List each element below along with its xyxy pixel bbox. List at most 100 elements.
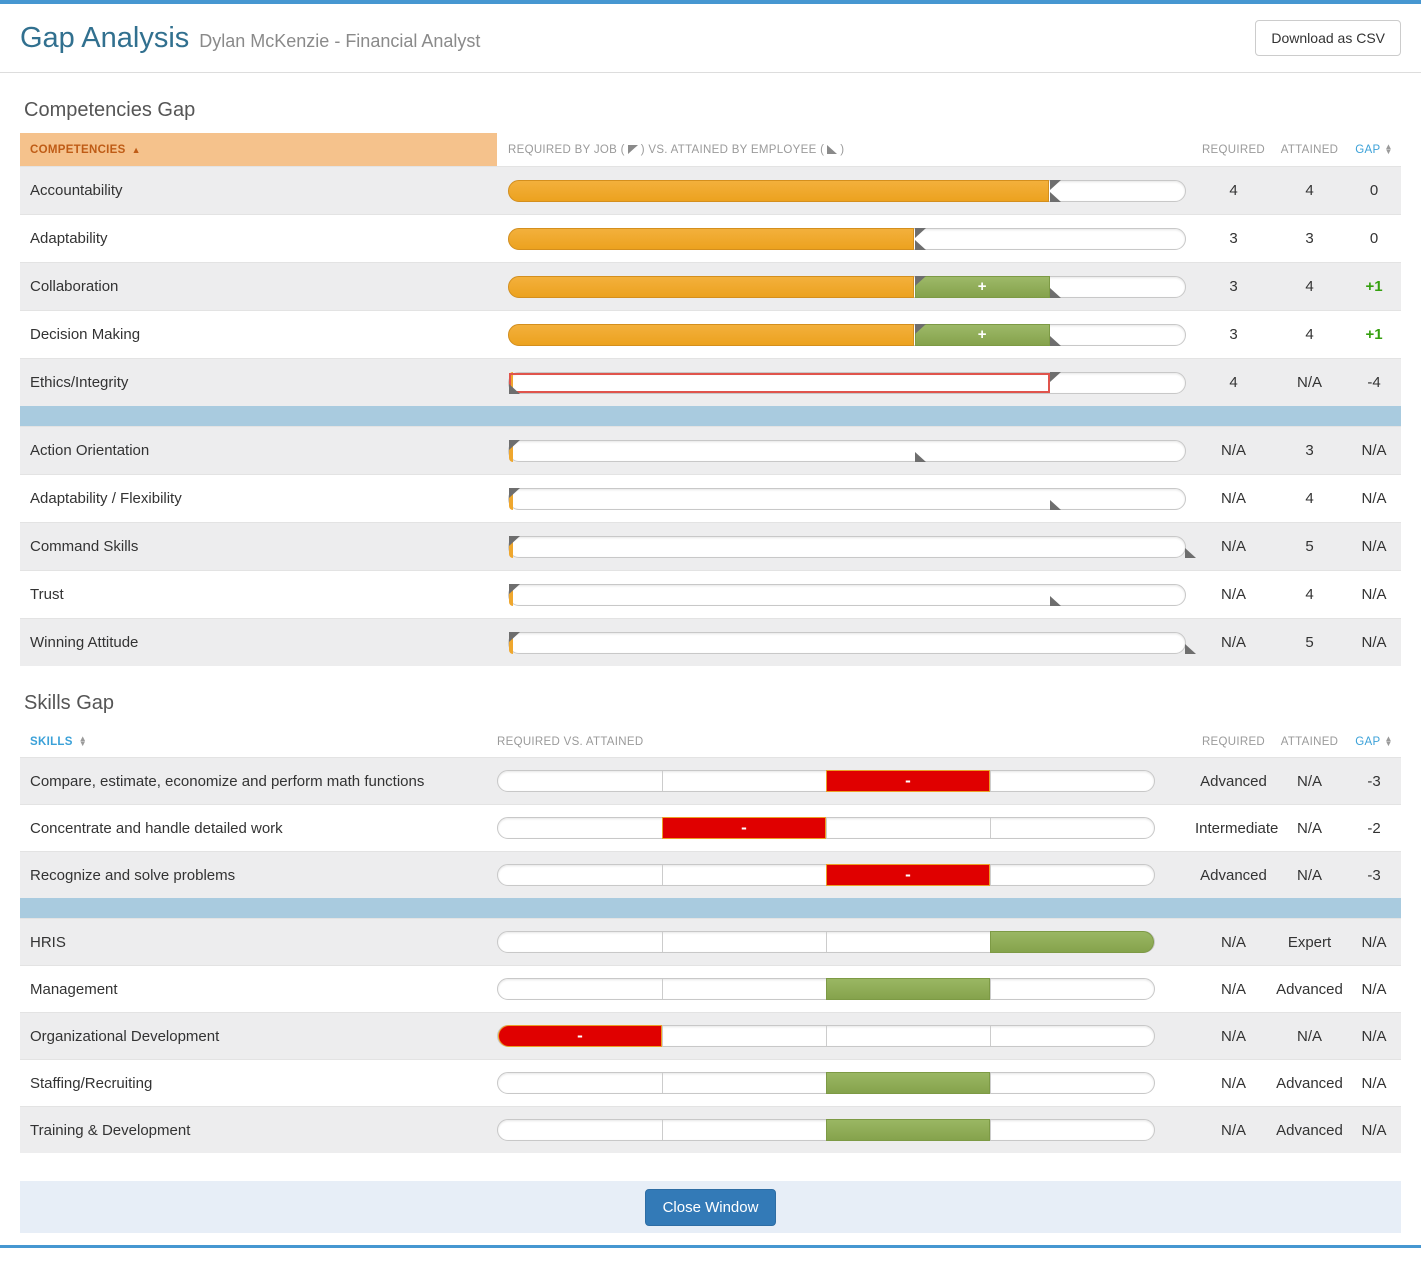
orange-sliver [509, 631, 513, 654]
attained-value: Advanced [1276, 980, 1343, 998]
gap-value: N/A [1361, 980, 1387, 998]
competency-name: Command Skills [30, 538, 139, 555]
progress-bar-cell [497, 931, 1195, 953]
required-value: N/A [1220, 1027, 1246, 1045]
skills-sort-header[interactable]: SKILLS ▲ ▼ [20, 726, 497, 757]
attained-value: 4 [1305, 490, 1314, 507]
attained-value: Advanced [1276, 1074, 1343, 1092]
progress-bar-track [508, 179, 1186, 202]
gap-value: 0 [1369, 230, 1379, 247]
competencies-header-row: COMPETENCIES ▲ REQUIRED BY JOB ( ) VS. A… [20, 133, 1401, 166]
required-flag-marker [509, 439, 520, 450]
gap-value: N/A [1361, 490, 1387, 507]
gap-sort-header[interactable]: GAP ▲ ▼ [1347, 733, 1401, 748]
sort-both-icon: ▲ ▼ [1384, 733, 1393, 748]
orange-sliver [509, 487, 513, 510]
minus-sign: - [905, 771, 911, 790]
attained-value: 3 [1305, 442, 1314, 459]
required-value: Advanced [1200, 772, 1267, 790]
required-value: N/A [1220, 490, 1246, 507]
progress-bar-cell [497, 439, 1195, 462]
close-window-button[interactable]: Close Window [644, 1188, 777, 1226]
competencies-sort-header[interactable]: COMPETENCIES ▲ [20, 133, 497, 166]
gap-sort-header[interactable]: GAP ▲ ▼ [1347, 141, 1401, 156]
attained-value: N/A [1296, 772, 1322, 790]
gap-value: 0 [1369, 182, 1379, 199]
gap-value: +1 [1365, 278, 1383, 295]
progress-bar-cell: - [497, 770, 1195, 792]
attained-value: Advanced [1276, 1121, 1343, 1139]
required-value: N/A [1220, 980, 1246, 998]
required-flag-marker [509, 583, 520, 594]
progress-bar-cell: - [497, 817, 1195, 839]
deficit-segment: - [498, 1025, 662, 1047]
progress-bar-track [508, 487, 1186, 510]
gap-value: N/A [1361, 634, 1387, 651]
progress-bar-track [508, 439, 1186, 462]
required-flag-marker [1049, 179, 1061, 190]
gap-column-label: GAP [1355, 143, 1381, 156]
download-csv-button[interactable]: Download as CSV [1255, 20, 1401, 56]
segment-divider-line [990, 771, 991, 791]
attained-flag-marker [1049, 499, 1061, 510]
skill-name: Organizational Development [30, 1027, 220, 1045]
required-value: N/A [1220, 933, 1246, 951]
section-divider [20, 406, 1401, 426]
progress-bar-track: - [497, 817, 1155, 839]
required-level-bar [508, 323, 914, 346]
attained-segment [826, 1119, 990, 1141]
competencies-section-title: Competencies Gap [24, 99, 196, 121]
required-value: N/A [1220, 442, 1246, 459]
table-row: Trust N/A 4 N/A [20, 570, 1401, 618]
attained-flag-marker [1049, 191, 1061, 202]
required-level-bar [508, 227, 914, 250]
skills-header-row: SKILLS ▲ ▼ REQUIRED VS. ATTAINED REQUIRED… [20, 726, 1401, 757]
progress-bar-track: - [497, 1025, 1155, 1047]
gap-value: N/A [1361, 1121, 1387, 1139]
skill-name: Management [30, 980, 118, 998]
skill-name: HRIS [30, 933, 66, 951]
gap-value: +1 [1365, 326, 1383, 343]
attained-segment [826, 978, 990, 1000]
gap-value: N/A [1361, 1074, 1387, 1092]
attained-flag-marker [509, 383, 520, 394]
attained-value: N/A [1296, 374, 1322, 391]
gap-value: N/A [1361, 1027, 1387, 1045]
required-value: N/A [1220, 1121, 1246, 1139]
progress-bar-cell [497, 583, 1195, 606]
sort-both-icon: ▲ ▼ [1384, 141, 1393, 156]
gap-outline [509, 372, 1050, 393]
table-row: Concentrate and handle detailed work - Int… [20, 804, 1401, 851]
competency-name: Action Orientation [30, 442, 150, 459]
table-row: Ethics/Integrity 4 N/A -4 [20, 358, 1401, 406]
segment-divider-line [826, 932, 827, 952]
attained-column-header: ATTAINED [1280, 735, 1339, 748]
competency-name: Adaptability / Flexibility [30, 490, 182, 507]
required-flag-marker [509, 631, 520, 642]
skill-name: Training & Development [30, 1121, 191, 1139]
progress-bar-cell [497, 179, 1195, 202]
page-title: Gap Analysis [20, 21, 190, 54]
competencies-table: COMPETENCIES ▲ REQUIRED BY JOB ( ) VS. A… [20, 133, 1401, 666]
gap-value: -2 [1367, 819, 1381, 837]
required-flag-marker [509, 487, 520, 498]
deficit-segment: - [826, 864, 990, 886]
attained-value: 4 [1305, 182, 1314, 199]
competency-name: Ethics/Integrity [30, 374, 129, 391]
attained-flag-marker [914, 451, 926, 462]
progress-bar-track: - [497, 864, 1155, 886]
surplus-segment: + [914, 275, 1050, 298]
segment-divider-line [990, 818, 991, 838]
table-row: Winning Attitude N/A 5 N/A [20, 618, 1401, 666]
segment-divider-line [662, 979, 663, 999]
progress-bar-cell: + [497, 275, 1195, 298]
table-row: Accountability 4 4 0 [20, 166, 1401, 214]
progress-bar-cell [497, 535, 1196, 558]
required-level-bar [508, 275, 914, 298]
attained-segment [990, 931, 1154, 953]
required-value: 4 [1229, 374, 1238, 391]
segment-divider-line [990, 1073, 991, 1093]
minus-sign: - [905, 865, 911, 884]
attained-flag-icon [827, 145, 838, 154]
gap-value: N/A [1361, 586, 1387, 603]
